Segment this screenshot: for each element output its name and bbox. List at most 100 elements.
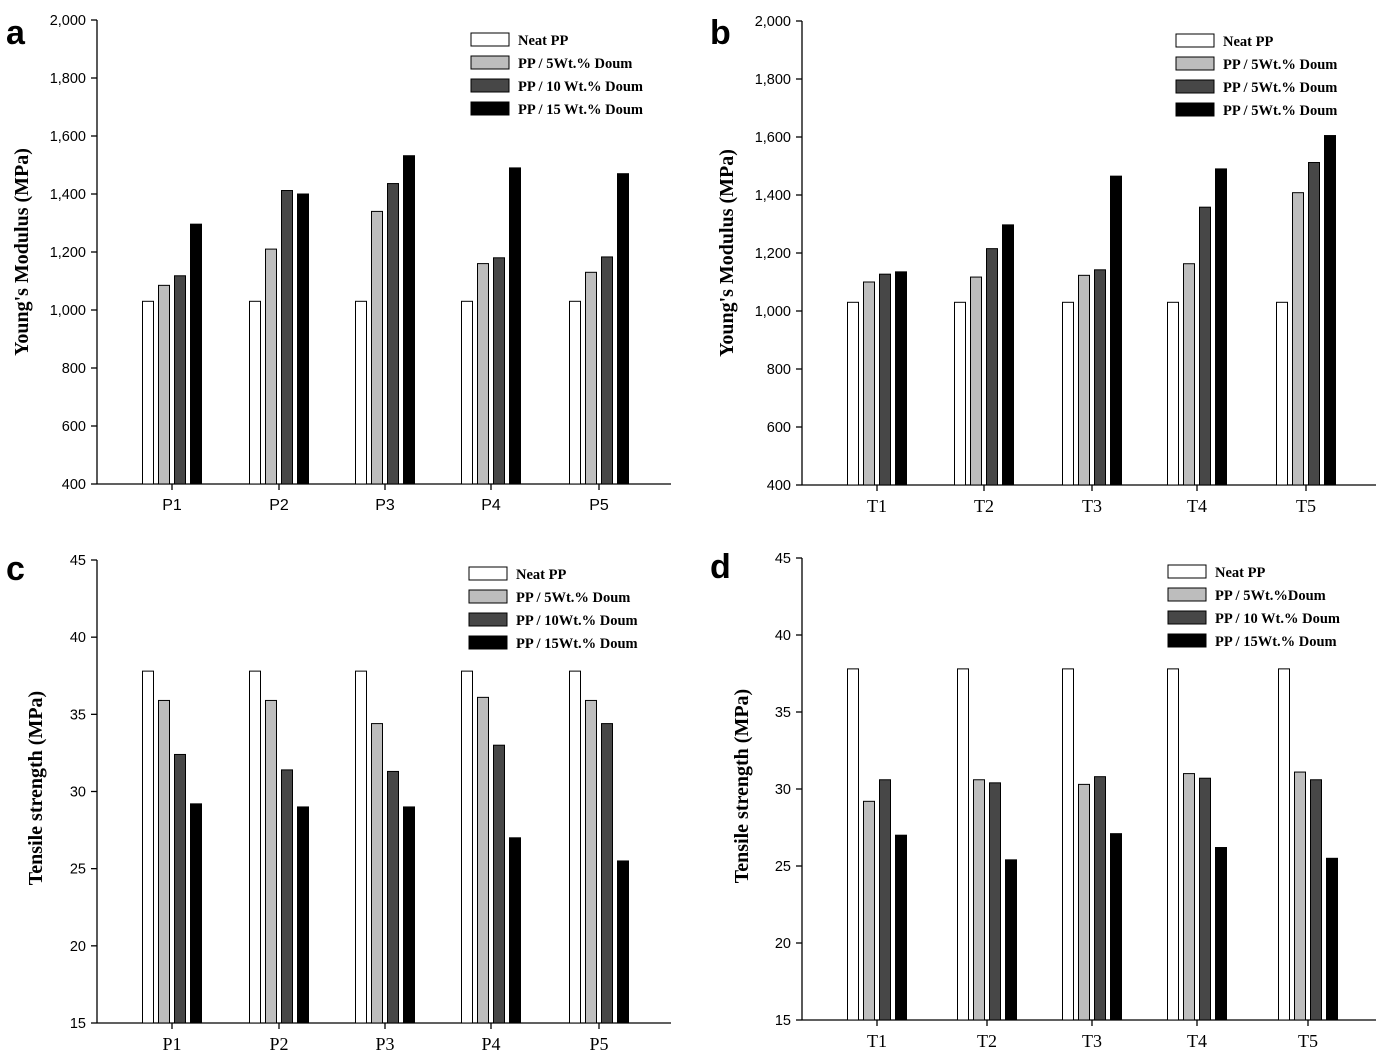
- legend-label: PP / 5Wt.% Doum: [518, 56, 632, 72]
- legend-swatch: [1175, 56, 1215, 71]
- bar: [601, 256, 613, 485]
- bar: [601, 723, 613, 1024]
- legend-swatch: [468, 612, 508, 627]
- bar: [879, 779, 891, 1021]
- bar: [493, 744, 505, 1024]
- y-tick-label: 1,600: [50, 129, 86, 145]
- bar: [1326, 857, 1338, 1021]
- bar: [493, 257, 505, 485]
- bar: [403, 155, 415, 485]
- bar: [954, 301, 966, 486]
- legend-label: Neat PP: [518, 33, 568, 49]
- bar: [509, 837, 521, 1024]
- x-tick-label: P3: [375, 497, 395, 514]
- bar: [957, 668, 969, 1021]
- legend-label: PP / 5Wt.% Doum: [1223, 80, 1337, 96]
- bar: [1094, 269, 1106, 486]
- x-tick-label: P5: [589, 1034, 608, 1054]
- bar: [1276, 301, 1288, 486]
- legend-label: Neat PP: [1223, 34, 1273, 50]
- y-tick-label: 600: [62, 419, 86, 435]
- legend: Neat PP PP / 5Wt.%Doum PP / 10 Wt.% Doum PP…: [1167, 564, 1340, 650]
- bar: [1002, 224, 1014, 486]
- y-tick-label: 45: [70, 553, 86, 569]
- bar: [879, 273, 891, 486]
- bar: [158, 284, 170, 485]
- legend-label: PP / 15Wt.% Doum: [516, 636, 638, 652]
- bar: [190, 803, 202, 1024]
- bar: [297, 193, 309, 485]
- legend-label: PP / 15Wt.% Doum: [1215, 634, 1337, 650]
- bar: [847, 668, 859, 1021]
- bar: [265, 248, 277, 485]
- panel-letter: b: [710, 14, 731, 52]
- bar: [461, 300, 473, 485]
- bar: [1294, 771, 1306, 1021]
- bar: [1094, 776, 1106, 1021]
- legend-swatch: [468, 566, 508, 581]
- bar: [249, 300, 261, 485]
- bar: [371, 210, 383, 485]
- legend-label: PP / 15 Wt.% Doum: [518, 102, 643, 118]
- legend-swatch: [1175, 33, 1215, 48]
- x-tick-label: P1: [162, 1034, 181, 1054]
- x-tick-label: T5: [1296, 496, 1316, 516]
- bar: [1167, 301, 1179, 486]
- bar: [281, 769, 293, 1024]
- bar: [249, 670, 261, 1024]
- x-tick-label: T2: [977, 1031, 997, 1051]
- chart-panel-b: b 400 600 800 1,000 1,200 1,400 1,600 1,800 2,000…: [710, 14, 1376, 516]
- x-tick-label: P2: [269, 1034, 288, 1054]
- bar: [569, 670, 581, 1024]
- bar: [1199, 777, 1211, 1021]
- legend: Neat PP PP / 5Wt.% Doum PP / 10Wt.% Doum PP…: [468, 566, 638, 652]
- bar: [509, 167, 521, 485]
- y-tick-label: 1,600: [755, 130, 791, 146]
- legend-swatch: [1175, 79, 1215, 94]
- y-tick-label: 400: [767, 478, 791, 494]
- legend-label: PP / 5Wt.%Doum: [1215, 588, 1326, 604]
- y-tick-label: 600: [767, 420, 791, 436]
- bar: [986, 248, 998, 486]
- legend-swatch: [468, 589, 508, 604]
- legend: Neat PP PP / 5Wt.% Doum PP / 5Wt.% Doum PP …: [1175, 33, 1337, 119]
- legend-swatch: [1167, 610, 1207, 625]
- y-tick-label: 1,000: [755, 304, 791, 320]
- x-tick-label: T4: [1187, 1031, 1207, 1051]
- x-tick-label: P2: [269, 497, 289, 514]
- bar: [174, 275, 186, 485]
- x-tick-label: T1: [867, 1031, 887, 1051]
- x-tick-label: T5: [1298, 1031, 1318, 1051]
- x-tick-label: P4: [481, 497, 501, 514]
- y-tick-label: 400: [62, 477, 86, 493]
- bar: [1078, 783, 1090, 1021]
- y-tick-label: 30: [775, 782, 791, 798]
- y-tick-label: 800: [767, 362, 791, 378]
- legend-label: Neat PP: [1215, 565, 1265, 581]
- bar: [477, 696, 489, 1024]
- bar: [973, 779, 985, 1021]
- bar: [1005, 859, 1017, 1021]
- legend-label: Neat PP: [516, 567, 566, 583]
- bar: [1292, 192, 1304, 486]
- bar: [1215, 847, 1227, 1021]
- panel-letter: a: [6, 14, 26, 52]
- bar: [158, 699, 170, 1024]
- legend-swatch: [1167, 564, 1207, 579]
- legend-label: PP / 5Wt.% Doum: [516, 590, 630, 606]
- bar: [265, 699, 277, 1024]
- chart-panel-a: a 400 600 800 1,000 1,200 1,400 1,600 1,800 2,000…: [6, 13, 671, 514]
- bar: [1062, 301, 1074, 486]
- bar: [142, 670, 154, 1024]
- y-tick-label: 1,400: [755, 188, 791, 204]
- y-tick-label: 35: [775, 705, 791, 721]
- bar: [297, 806, 309, 1024]
- x-tick-label: P4: [481, 1034, 500, 1054]
- bar: [989, 782, 1001, 1021]
- y-tick-label: 2,000: [755, 14, 791, 30]
- bar: [895, 271, 907, 486]
- bar: [1215, 168, 1227, 486]
- y-tick-label: 15: [775, 1013, 791, 1029]
- bar: [355, 670, 367, 1024]
